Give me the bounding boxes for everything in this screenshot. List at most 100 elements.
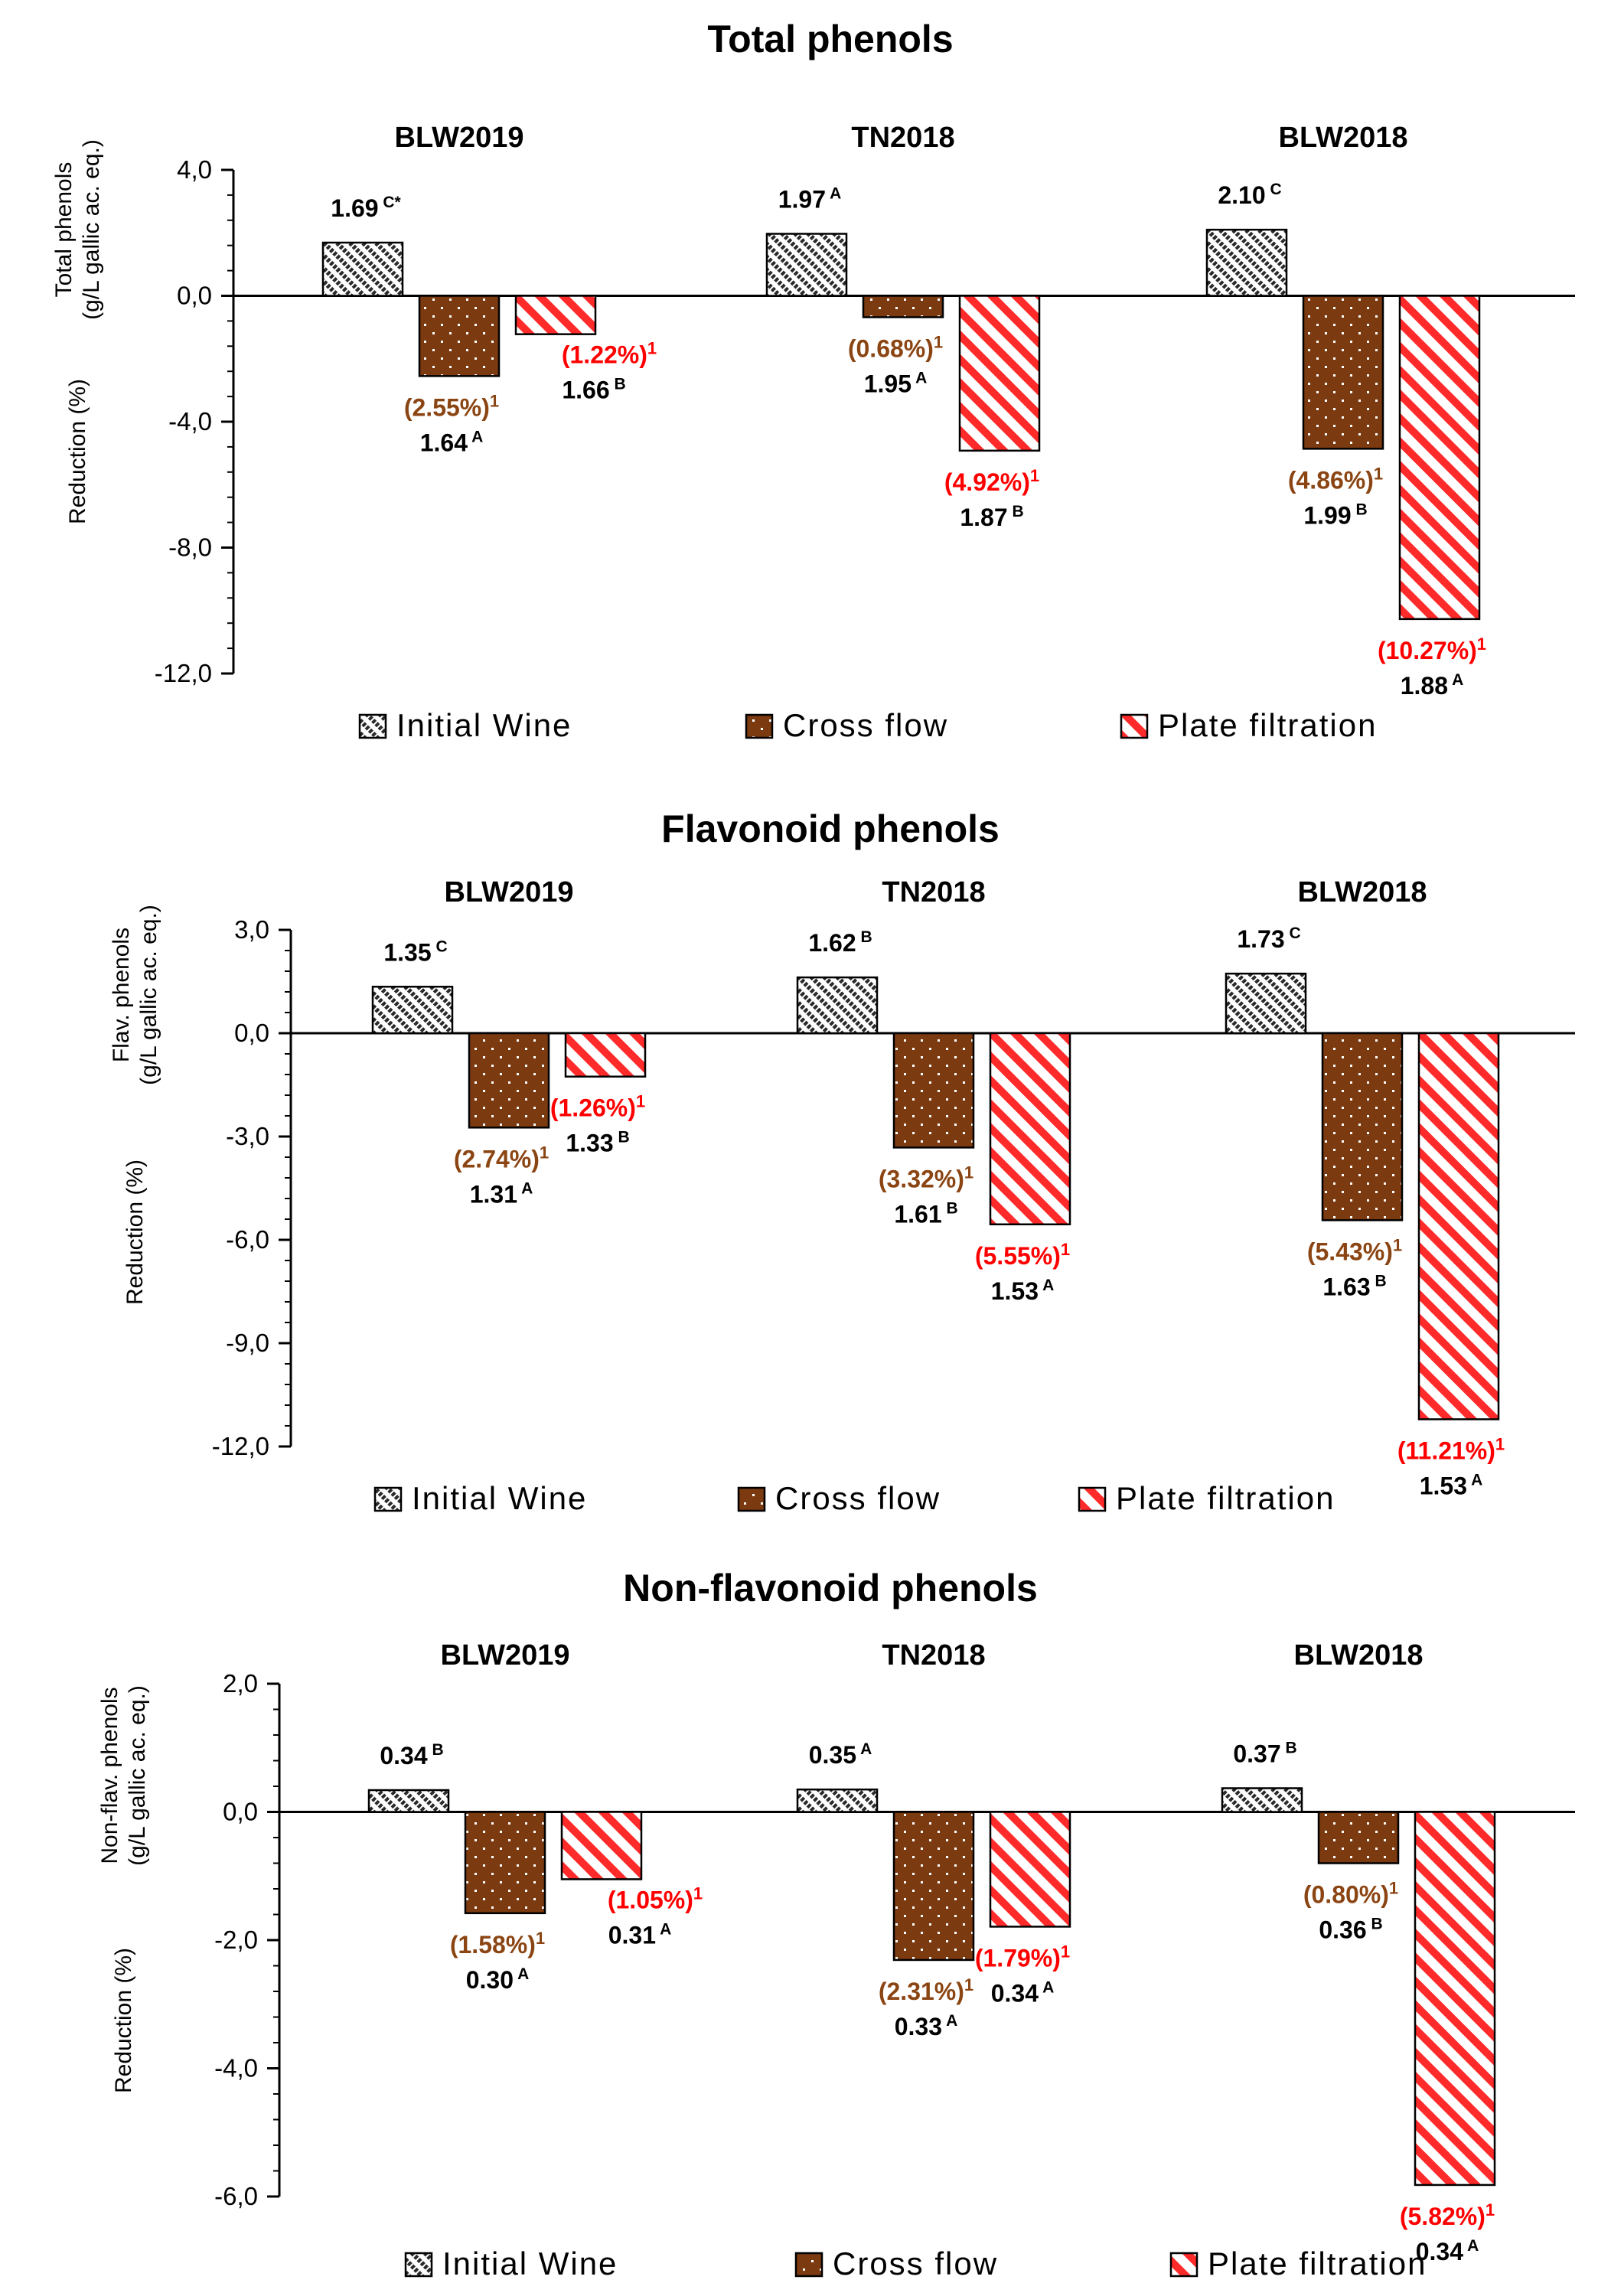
y-axis-label-top: Non-flav. phenols (g/L gallic ac. eq.): [97, 1685, 150, 1866]
reduction-label: (5.43%)1: [1307, 1235, 1402, 1265]
bar-plate: [560, 1811, 643, 1880]
legend-label: Cross flow: [775, 1480, 941, 1516]
legend-label: Cross flow: [833, 2245, 998, 2281]
reduction-label: (0.80%)1: [1303, 1879, 1398, 1909]
group-label: BLW2019: [445, 876, 574, 908]
data-label: 1.31 A: [470, 1179, 533, 1208]
bar-cross: [892, 1032, 975, 1149]
y-tick-label: 0,0: [223, 1798, 258, 1826]
legend-swatch-plate: [1120, 713, 1149, 739]
y-tick-label: 0,0: [177, 282, 212, 310]
reduction-label: (0.68%)1: [848, 332, 943, 362]
y-tick-label: -3,0: [226, 1122, 269, 1150]
bar-plate: [1417, 1032, 1500, 1420]
data-label: 1.66 B: [562, 376, 625, 404]
data-label: 0.34 A: [1416, 2237, 1479, 2265]
bar-cross: [1321, 1032, 1404, 1221]
chart-panel-1: Total phenols BLW2019 TN2018 BLW2018 4,0 0,0 -…: [51, 18, 1575, 743]
chart-panel-2: Flavonoid phenols BLW2019 TN2018 BLW2018 3,0…: [109, 807, 1575, 1516]
bar-initial: [1205, 228, 1288, 297]
y-tick-label: 2,0: [223, 1669, 258, 1698]
y-axis-label-top: Flav. phenols (g/L gallic ac. eq.): [109, 905, 161, 1085]
data-label: 1.63 B: [1322, 1272, 1386, 1300]
reduction-label: (4.86%)1: [1288, 464, 1383, 494]
group-label: BLW2019: [441, 1639, 570, 1671]
data-label: 1.73 C: [1237, 925, 1300, 953]
reduction-label: (4.92%)1: [944, 466, 1039, 496]
y-tick-label: -12,0: [212, 1432, 269, 1460]
data-label: 1.87 B: [960, 503, 1023, 531]
bar-cross: [862, 295, 944, 318]
y-tick-label: -2,0: [214, 1926, 258, 1954]
bar-initial: [1225, 972, 1307, 1035]
group-label: TN2018: [882, 1639, 985, 1671]
y-axis-label-bottom: Reduction (%): [122, 1159, 148, 1305]
reduction-label: (5.55%)1: [975, 1240, 1070, 1270]
reduction-label: (5.82%)1: [1400, 2200, 1495, 2230]
y-tick-label: -6,0: [214, 2182, 258, 2210]
group-label: BLW2018: [1298, 876, 1427, 908]
bar-plate: [1398, 295, 1481, 621]
y-tick-label: -6,0: [226, 1225, 269, 1254]
data-label: 1.35 C: [383, 938, 447, 966]
y-tick-label: -4,0: [168, 407, 212, 435]
y-tick-label: -12,0: [155, 659, 212, 687]
legend-label: Plate filtration: [1116, 1480, 1335, 1516]
bar-plate: [989, 1811, 1071, 1928]
legend-swatch-initial: [358, 713, 387, 739]
group-label: BLW2019: [395, 122, 524, 154]
data-label: 0.34 B: [380, 1741, 443, 1769]
legend-label: Cross flow: [783, 707, 948, 743]
bar-initial: [367, 1789, 450, 1813]
bar-cross: [892, 1811, 975, 1962]
legend-label: Initial Wine: [412, 1480, 587, 1516]
data-label: 0.33 A: [895, 2012, 958, 2040]
legend-swatch-initial: [373, 1486, 403, 1512]
group-label: BLW2018: [1279, 122, 1408, 154]
group-label: TN2018: [851, 122, 954, 154]
legend-swatch-plate: [1078, 1486, 1107, 1512]
chart-title: Non-flavonoid phenols: [623, 1567, 1038, 1609]
y-axis-label-bottom: Reduction (%): [111, 1948, 136, 2093]
bar-plate: [514, 295, 597, 335]
data-label: 0.31 A: [608, 1920, 672, 1949]
bar-cross: [468, 1032, 550, 1129]
y-axis-label-top: Total phenols (g/L gallic ac. eq.): [51, 139, 104, 320]
bar-plate: [958, 295, 1041, 452]
chart-panel-3: Non-flavonoid phenols BLW2019 TN2018 BLW201…: [97, 1567, 1575, 2281]
data-label: 1.53 A: [991, 1277, 1055, 1305]
data-label: 2.10 C: [1218, 181, 1281, 209]
legend-swatch-plate: [1169, 2252, 1198, 2278]
bar-initial: [765, 233, 848, 297]
reduction-label: (2.55%)1: [404, 391, 499, 421]
data-label: 1.99 B: [1303, 501, 1367, 529]
bar-initial: [321, 241, 404, 297]
data-label: 0.30 A: [466, 1965, 530, 1994]
y-axis-label-bottom: Reduction (%): [65, 379, 90, 524]
reduction-label: (3.32%)1: [879, 1163, 973, 1192]
legend-label: Plate filtration: [1158, 707, 1377, 743]
legend-swatch-cross: [745, 713, 774, 739]
reduction-label: (1.05%)1: [608, 1883, 703, 1913]
y-tick-label: -4,0: [214, 2054, 258, 2082]
reduction-label: (2.31%)1: [879, 1975, 973, 2005]
reduction-label: (1.26%)1: [550, 1092, 645, 1122]
data-label: 0.37 B: [1233, 1740, 1296, 1768]
bar-initial: [796, 976, 879, 1035]
legend-label: Initial Wine: [442, 2245, 618, 2281]
data-label: 1.97 A: [778, 184, 842, 213]
bar-plate: [1414, 1811, 1496, 2187]
bar-initial: [1221, 1787, 1303, 1813]
data-label: 1.88 A: [1401, 671, 1464, 700]
data-label: 1.95 A: [864, 369, 928, 397]
bar-cross: [464, 1811, 546, 1915]
group-label: TN2018: [882, 876, 985, 908]
y-tick-label: 0,0: [234, 1019, 269, 1047]
y-tick-label: -9,0: [226, 1329, 269, 1357]
bar-cross: [418, 295, 501, 377]
legend-label: Initial Wine: [396, 707, 572, 743]
reduction-label: (10.27%)1: [1378, 634, 1486, 664]
legend-label: Plate filtration: [1208, 2245, 1427, 2281]
y-tick-label: 3,0: [234, 915, 269, 944]
